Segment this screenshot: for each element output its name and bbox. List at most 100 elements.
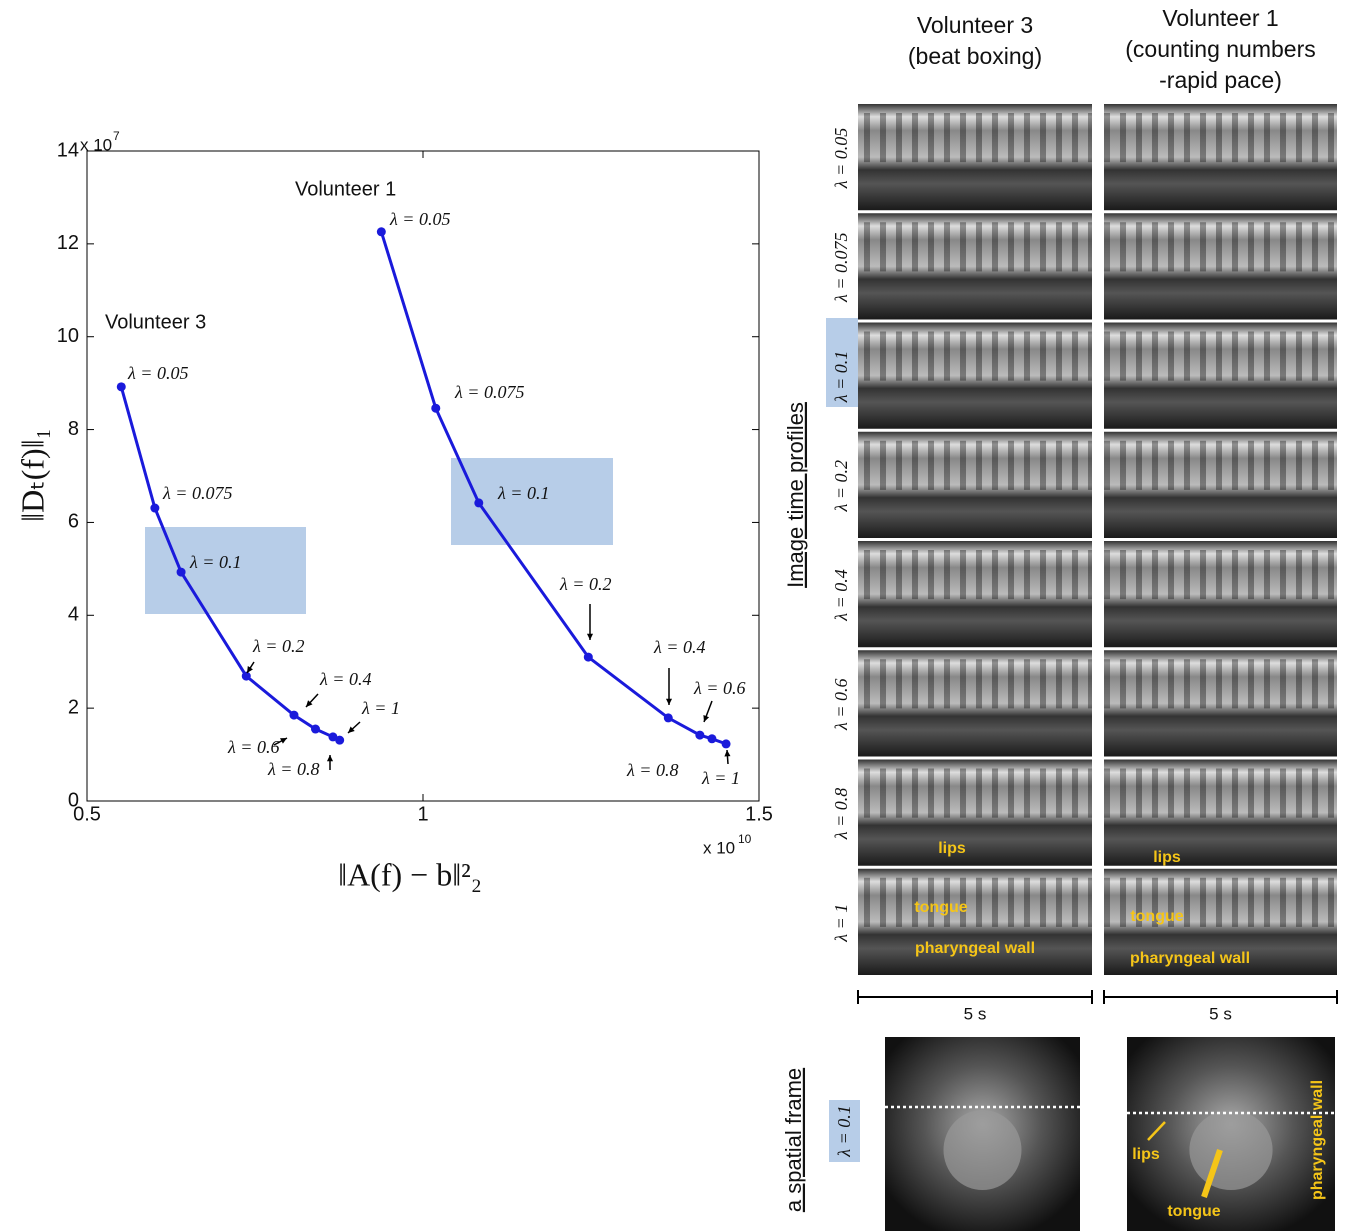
arrow-head	[665, 698, 673, 705]
column-title: Volunteer 1	[1162, 5, 1278, 31]
arrow	[1147, 1121, 1166, 1141]
profile-annotation: lips	[938, 840, 966, 857]
point-label: λ = 1	[701, 768, 740, 788]
row-label: λ = 0.075	[831, 233, 851, 303]
data-point	[310, 724, 320, 734]
arrow-head	[280, 738, 287, 744]
time-profile-texture	[858, 550, 1092, 600]
time-profile-texture	[1104, 768, 1337, 818]
time-profile-texture	[1104, 550, 1337, 600]
y-tick-label: 8	[68, 418, 79, 440]
point-label: λ = 0.1	[189, 552, 241, 572]
time-profile-texture	[858, 768, 1092, 818]
time-profile-texture	[858, 877, 1092, 927]
y-axis-label: ‖Dₜ(f)‖₁	[14, 428, 50, 522]
y-tick-label: 0	[68, 789, 79, 811]
point-label: λ = 0.4	[653, 637, 705, 657]
y-tick-label: 4	[68, 604, 79, 626]
arrow-head	[306, 700, 313, 707]
point-label: λ = 0.1	[497, 483, 549, 503]
profile-annotation: lips	[1153, 849, 1181, 866]
column-title: -rapid pace)	[1159, 67, 1282, 93]
point-label: λ = 0.2	[559, 574, 611, 594]
point-label: λ = 0.2	[252, 636, 304, 656]
tongue-shape	[943, 1110, 1022, 1190]
x-multiplier-exp: 10	[738, 832, 752, 846]
row-label: λ = 0.6	[831, 679, 851, 731]
x-tick-label: 1.5	[745, 803, 773, 825]
time-profile-texture	[858, 440, 1092, 490]
arrow-head	[724, 750, 731, 757]
frame-annotation: pharyngeal wall	[1309, 1080, 1326, 1200]
data-point	[431, 403, 441, 413]
plot-frame	[86, 150, 760, 802]
data-point	[663, 713, 673, 723]
time-profile-texture	[1104, 113, 1337, 163]
time-profile-texture	[858, 222, 1092, 272]
column-title: (beat boxing)	[908, 43, 1042, 69]
point-label: λ = 0.05	[389, 209, 450, 229]
data-point	[289, 710, 299, 720]
time-profile-texture	[1104, 331, 1337, 381]
arrow-head	[348, 726, 355, 733]
arrow-head	[247, 666, 253, 673]
row-label: λ = 0.4	[831, 569, 851, 621]
point-label: λ = 0.075	[162, 483, 232, 503]
point-label: λ = 0.8	[626, 760, 678, 780]
data-point	[474, 498, 484, 508]
tongue-shape	[1189, 1110, 1273, 1190]
column-title: Volunteer 3	[917, 12, 1033, 38]
point-label: λ = 0.8	[267, 759, 319, 779]
time-profile-texture	[1104, 659, 1337, 709]
y-tick-label: 10	[57, 325, 79, 347]
y-tick-label: 6	[68, 511, 79, 533]
point-label: λ = 0.6	[693, 678, 745, 698]
profile-annotation: tongue	[914, 899, 967, 916]
row-label: λ = 0.1	[831, 351, 851, 403]
frame-label: a spatial frame	[781, 1068, 806, 1212]
data-point	[583, 652, 593, 662]
time-profile-texture	[858, 331, 1092, 381]
x-multiplier: x 10	[703, 838, 735, 857]
frame-annotation: lips	[1132, 1146, 1160, 1163]
point-label: λ = 0.05	[127, 363, 188, 383]
row-label: λ = 0.8	[831, 788, 851, 840]
y-multiplier-exp: 7	[113, 129, 120, 143]
profiles-label: Image time profiles	[783, 402, 808, 588]
frame-annotation: tongue	[1167, 1203, 1220, 1220]
x-axis-label: ‖A(f) − b‖²₂	[338, 856, 482, 892]
arrow-head	[586, 633, 594, 640]
y-tick-label: 2	[68, 696, 79, 718]
data-point	[707, 734, 717, 744]
time-profile-texture	[858, 659, 1092, 709]
time-profile-texture	[858, 113, 1092, 163]
column-title: (counting numbers	[1125, 36, 1316, 62]
arrow	[1201, 1149, 1223, 1198]
frame-row-label: λ = 0.1	[834, 1105, 854, 1157]
row-label: λ = 0.05	[831, 128, 851, 189]
scale-label: 5 s	[1209, 1004, 1232, 1023]
x-tick-label: 0.5	[73, 803, 101, 825]
data-point	[721, 739, 731, 749]
data-point	[150, 503, 160, 513]
time-profile-texture	[1104, 877, 1337, 927]
row-highlight	[829, 1100, 860, 1162]
y-multiplier: x 10	[80, 135, 112, 154]
profile-annotation: pharyngeal wall	[1130, 950, 1250, 967]
row-label: λ = 0.2	[831, 460, 851, 512]
data-point	[695, 730, 705, 740]
data-point	[335, 735, 345, 745]
data-point	[176, 567, 186, 577]
y-tick-label: 12	[57, 232, 79, 254]
y-tick-label: 14	[57, 139, 79, 161]
time-profile-texture	[1104, 440, 1337, 490]
profile-annotation: tongue	[1130, 908, 1183, 925]
point-label: λ = 0.075	[454, 382, 524, 402]
point-label: λ = 1	[361, 698, 400, 718]
x-tick-label: 1	[417, 803, 428, 825]
point-label: λ = 0.6	[227, 737, 279, 757]
time-profile-texture	[1104, 222, 1337, 272]
arrow-head	[326, 755, 334, 762]
series-name: Volunteer 1	[295, 178, 396, 200]
